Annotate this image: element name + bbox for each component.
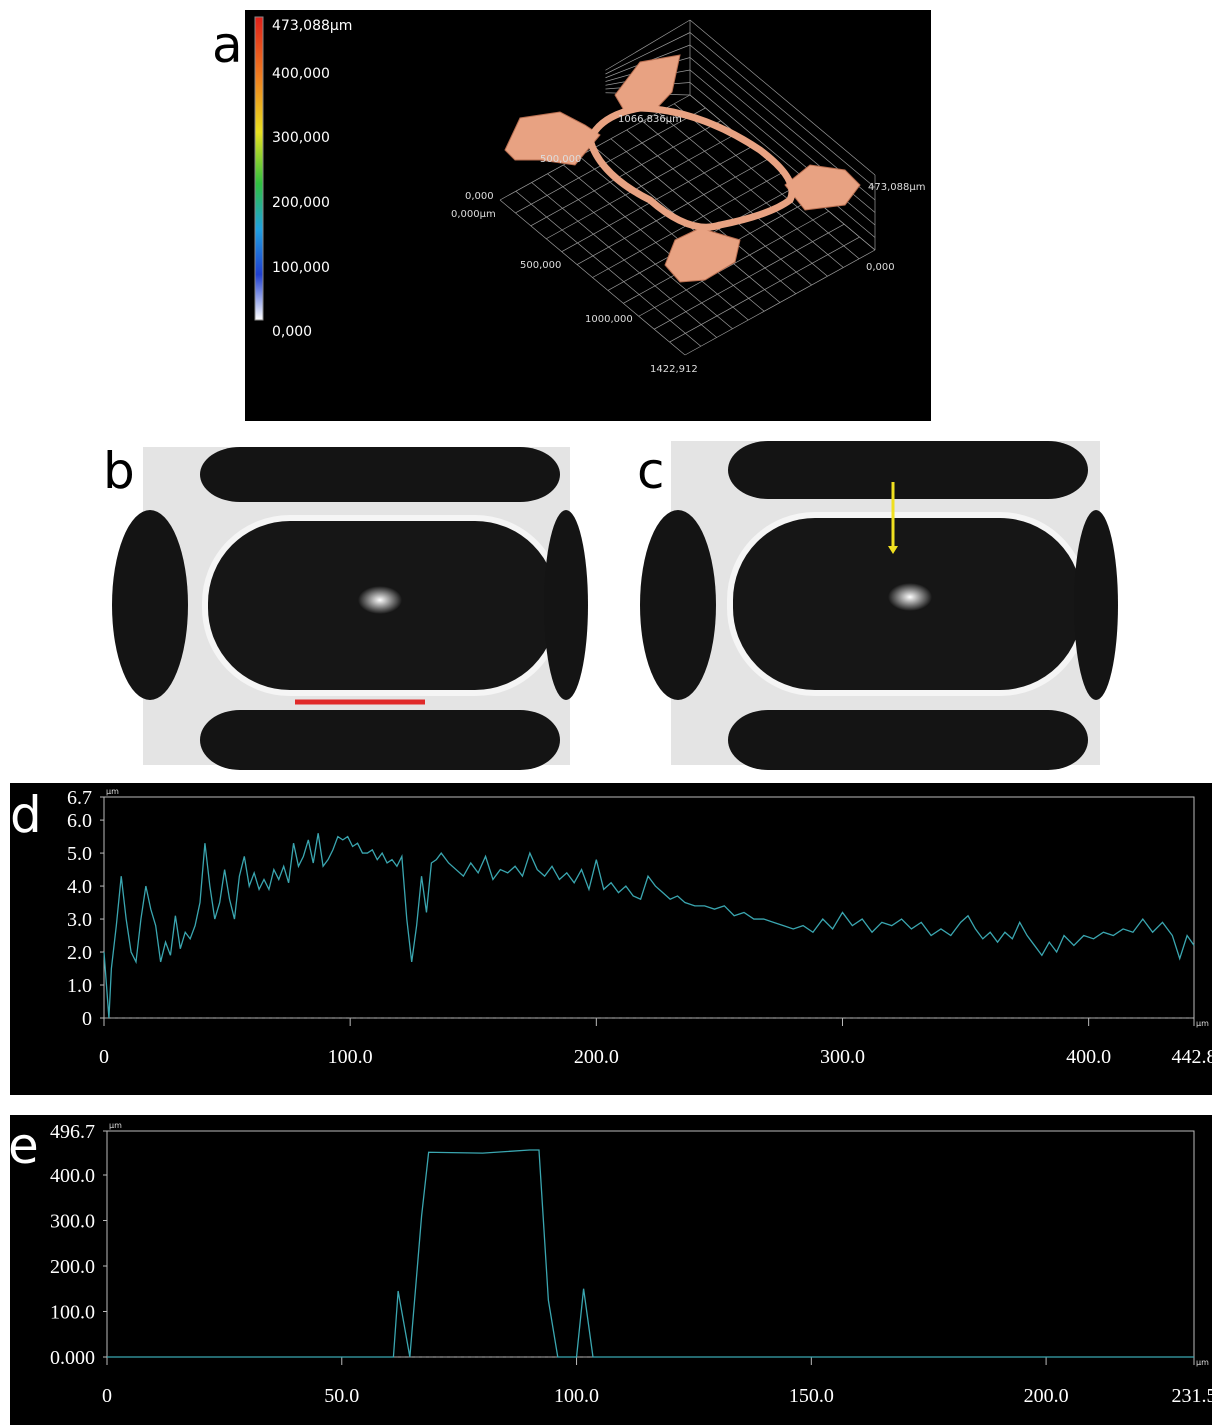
x-unit: µm — [1196, 1019, 1209, 1028]
panel-c: c — [637, 441, 1118, 770]
well — [728, 710, 1088, 770]
panel-label: a — [212, 16, 243, 74]
y-tick-label: 496.7 — [50, 1121, 95, 1143]
panel-label: d — [10, 786, 42, 844]
profile-charts: 0 1.0 2.0 3.0 4.0 5.0 6.06.7 0 100.0 200.0 300.0 40… — [8, 783, 1213, 1425]
well — [544, 510, 588, 700]
x-tick-label: 0 — [102, 1385, 112, 1407]
axis-3d-label: 500,000 — [520, 260, 561, 271]
colorbar-label: 400,000 — [272, 66, 330, 82]
y-tick-label: 6.7 — [67, 787, 92, 809]
reflection — [358, 586, 402, 614]
y-tick-label: 6.0 — [67, 810, 92, 832]
y-tick-label: 4.0 — [67, 876, 92, 898]
y-tick-label: 1.0 — [67, 975, 92, 997]
well — [728, 441, 1088, 499]
y-tick-label: 100.0 — [50, 1301, 95, 1323]
x-tick-label: 300.0 — [820, 1046, 865, 1068]
axis-3d-label: 473,088µm — [868, 182, 925, 193]
x-tick-label: 100.0 — [328, 1046, 373, 1068]
axis-3d-label: 0,000 — [866, 262, 895, 273]
chart-panel: 0.000 100.0 200.0 300.0 400.0 496.7 0 50.0 100.0… — [8, 1115, 1213, 1425]
y-tick-label: 5.0 — [67, 843, 92, 865]
axis-3d-label: 1000,000 — [585, 314, 633, 325]
x-tick-label: 200.0 — [574, 1046, 619, 1068]
panel-a: a 473,088µm 400,000 300,000 200,000 100,000 0… — [212, 10, 931, 421]
colorbar-label: 100,000 — [272, 260, 330, 276]
chart-panel: 0 1.0 2.0 3.0 4.0 5.0 6.06.7 0 100.0 200.0 300.0 40… — [10, 783, 1213, 1095]
well — [200, 447, 560, 502]
figure: a 473,088µm 400,000 300,000 200,000 100,000 0… — [0, 0, 1213, 1425]
well — [640, 510, 716, 700]
well — [1074, 510, 1118, 700]
colorbar-label: 200,000 — [272, 195, 330, 211]
axis-3d-label: 1066,836µm — [618, 114, 682, 125]
reflection — [888, 583, 932, 611]
panel-label: c — [637, 442, 665, 500]
y-tick-label: 400.0 — [50, 1165, 95, 1187]
x-tick-label: 100.0 — [554, 1385, 599, 1407]
panel-b: b — [103, 442, 588, 770]
x-tick-label: 400.0 — [1066, 1046, 1111, 1068]
x-tick-label: 231.5 — [1172, 1385, 1213, 1407]
axis-3d-label: 0,000 — [465, 191, 494, 202]
axis-3d-label: 1422,912 — [650, 364, 698, 375]
x-tick-label: 50.0 — [324, 1385, 359, 1407]
colorbar — [255, 17, 263, 320]
y-tick-label: 0.000 — [50, 1347, 95, 1369]
x-tick-label: 200.0 — [1024, 1385, 1069, 1407]
axis-3d-label: 500,000 — [540, 154, 581, 165]
colorbar-label: 300,000 — [272, 130, 330, 146]
panel-label: e — [8, 1117, 39, 1175]
y-tick-label: 2.0 — [67, 942, 92, 964]
panel-label: b — [103, 442, 135, 500]
y-tick-label: 0 — [82, 1008, 92, 1030]
x-tick-label: 442.8 — [1172, 1046, 1213, 1068]
axis-3d-label: 0,000µm — [451, 209, 496, 220]
y-unit: µm — [109, 1121, 122, 1130]
y-tick-label: 200.0 — [50, 1256, 95, 1278]
x-unit: µm — [1196, 1358, 1209, 1367]
x-tick-label: 150.0 — [789, 1385, 834, 1407]
y-unit: µm — [106, 787, 119, 796]
well — [112, 510, 188, 700]
well — [200, 710, 560, 770]
chart-background — [10, 1115, 1212, 1425]
x-tick-label: 0 — [99, 1046, 109, 1068]
colorbar-label: 473,088µm — [272, 18, 352, 34]
colorbar-label: 0,000 — [272, 324, 312, 340]
y-tick-label: 300.0 — [50, 1210, 95, 1232]
page: {"panel_a": {"label": "a", "colorbar_lab… — [0, 0, 1213, 1425]
y-tick-label: 3.0 — [67, 909, 92, 931]
